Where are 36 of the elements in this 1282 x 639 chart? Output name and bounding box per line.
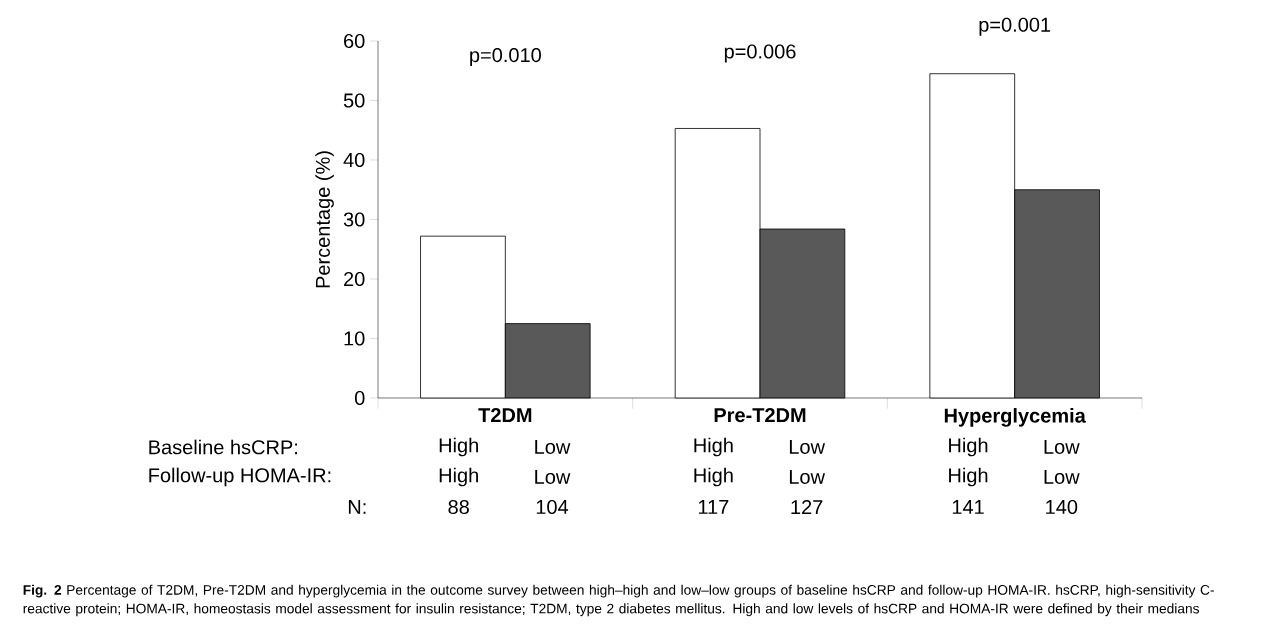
text: Low [789,440,826,454]
x-tick-label: Pre-T2DM [714,408,806,423]
text: Low [789,470,826,484]
text: Baseline hsCRP: [149,439,298,455]
y-tick-label: 40 [343,152,365,168]
text: High [439,437,478,457]
text: Low [535,470,571,484]
text: High [949,467,988,487]
x-tick-label: T2DM [478,408,532,422]
y-tick-label: 50 [343,93,365,108]
text: 140 [1046,499,1078,515]
annotation: p=0.010 [470,48,541,67]
text: N: [348,500,366,514]
text: Low [535,440,571,454]
text: 141 [952,500,984,514]
text: Follow-up HOMA-IR: [149,467,331,487]
text: High [439,467,478,487]
text: 127 [791,500,823,514]
text: 104 [536,499,569,515]
y-tick-label: 30 [343,212,365,227]
y-tick-label: 20 [344,271,365,287]
text: 117 [698,500,729,514]
text: Low [1044,470,1080,484]
text: High [694,437,733,457]
text: High [694,467,733,487]
text: p=0.001 [979,17,1051,36]
y-tick-label: 10 [344,331,365,346]
y-axis-title: Percentage (%) [315,151,334,288]
y-tick-label: 60 [344,33,365,49]
text: 88 [448,499,469,515]
y-tick-label: 0 [354,390,365,406]
text: Low [1044,440,1080,454]
text: Fig. 2 Percentage of T2DM, Pre-T2DM and hyperglycemia in the outcome survey between high–high and low–low groups of baseline hsCRP and follow-up HOMA-IR. hsCRP, high-sensitivity C-reactive protein; HOMA-IR, homeostasis model assessment for insulin resistance; T2DM, type 2 diabetes mellitus. High and low levels of hsCRP and HOMA-IR were defined by their medians [23,584,1214,617]
text: High [949,437,988,457]
x-tick-label: Hyperglycemia [944,408,1086,427]
annotation: p=0.006 [724,44,796,63]
